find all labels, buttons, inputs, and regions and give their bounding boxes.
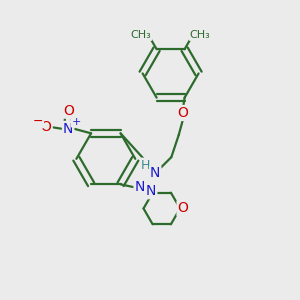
Text: CH₃: CH₃ bbox=[130, 30, 152, 40]
Text: H: H bbox=[141, 159, 150, 172]
Text: CH₃: CH₃ bbox=[190, 30, 211, 40]
Text: N: N bbox=[63, 122, 73, 136]
Text: O: O bbox=[63, 104, 74, 118]
Text: N: N bbox=[150, 166, 160, 180]
Text: −: − bbox=[33, 115, 43, 128]
Text: O: O bbox=[40, 120, 52, 134]
Text: O: O bbox=[178, 106, 189, 120]
Text: O: O bbox=[178, 202, 188, 215]
Text: N: N bbox=[134, 180, 145, 194]
Text: N: N bbox=[146, 184, 156, 198]
Text: +: + bbox=[72, 117, 81, 127]
